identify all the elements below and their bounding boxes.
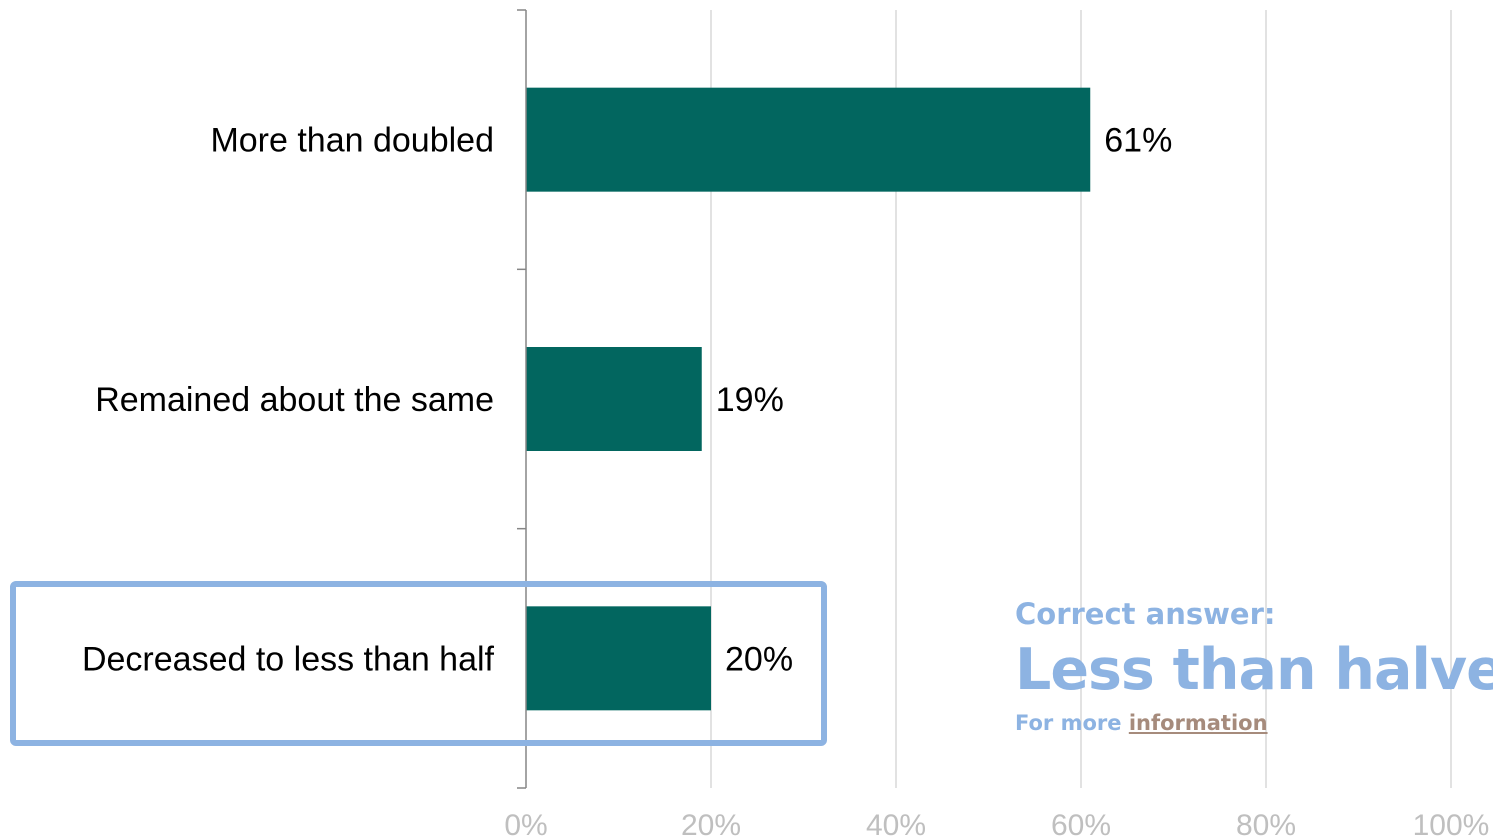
axes — [517, 9, 527, 789]
data-label: 61% — [1104, 122, 1172, 160]
bars — [526, 87, 1091, 711]
data-label: 19% — [716, 381, 784, 419]
bar — [526, 347, 702, 451]
x-tick-label: 40% — [866, 809, 926, 840]
x-tick-label: 100% — [1413, 809, 1490, 840]
more-info: For more information — [1015, 706, 1485, 740]
answer-panel: Correct answer: Less than halved For mor… — [1015, 594, 1493, 740]
bar — [526, 87, 1091, 192]
more-info-link[interactable]: information — [1128, 711, 1268, 735]
x-tick-label: 0% — [504, 809, 547, 840]
answer-lead: Correct answer: — [1015, 597, 1276, 631]
more-info-prefix: For more — [1015, 711, 1129, 735]
x-tick-label: 20% — [681, 809, 741, 840]
labels: 0% 20% 40% 60% 80% 100% More than doubled 61% Re… — [82, 122, 1489, 840]
category-label: Remained about the same — [95, 381, 494, 419]
bar — [526, 606, 711, 711]
category-label: More than doubled — [210, 122, 494, 160]
data-label: 20% — [725, 640, 793, 678]
x-tick-label: 80% — [1236, 809, 1296, 840]
x-tick-label: 60% — [1051, 809, 1111, 840]
answer-main: Less than halved — [1015, 637, 1493, 703]
category-label: Decreased to less than half — [82, 640, 495, 678]
